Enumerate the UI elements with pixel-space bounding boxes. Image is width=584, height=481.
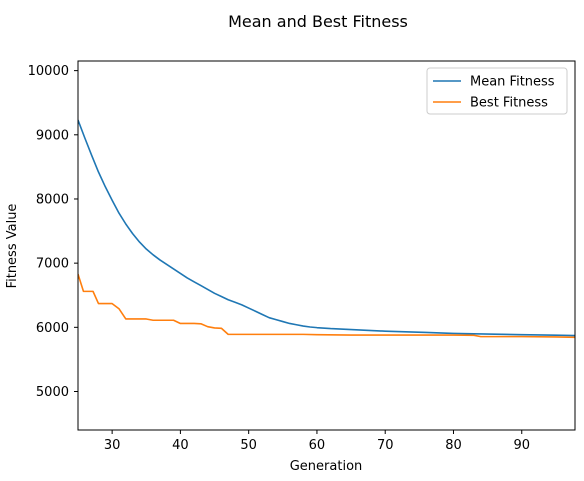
x-tick-label: 70 bbox=[377, 438, 394, 453]
axes-frame bbox=[77, 60, 576, 431]
y-tick-label: 7000 bbox=[36, 257, 69, 272]
x-axis-label: Generation bbox=[290, 459, 363, 474]
plot-area bbox=[78, 119, 575, 339]
chart-title: Mean and Best Fitness bbox=[228, 12, 408, 31]
x-tick-label: 80 bbox=[445, 438, 462, 453]
series-line-0 bbox=[78, 119, 575, 337]
y-tick-label: 10000 bbox=[28, 64, 69, 79]
y-tick-label: 9000 bbox=[36, 128, 69, 143]
legend: Mean Fitness Best Fitness bbox=[426, 67, 568, 115]
axes: 30 40 50 60 70 80 90 5000 6000 7000 8000 9000 10000 bbox=[28, 60, 576, 453]
x-tick-label: 60 bbox=[309, 438, 326, 453]
x-tick-label: 30 bbox=[104, 438, 121, 453]
x-tick-label: 40 bbox=[172, 438, 189, 453]
legend-label-1: Best Fitness bbox=[470, 96, 548, 111]
x-tick-label: 50 bbox=[240, 438, 257, 453]
legend-box bbox=[426, 67, 568, 115]
series-line-1 bbox=[78, 273, 575, 339]
y-tick-label: 6000 bbox=[36, 321, 69, 336]
x-tick-label: 90 bbox=[513, 438, 530, 453]
y-tick-label: 8000 bbox=[36, 192, 69, 207]
y-axis-label: Fitness Value bbox=[5, 204, 20, 289]
y-tick-label: 5000 bbox=[36, 385, 69, 400]
legend-label-0: Mean Fitness bbox=[470, 75, 555, 90]
